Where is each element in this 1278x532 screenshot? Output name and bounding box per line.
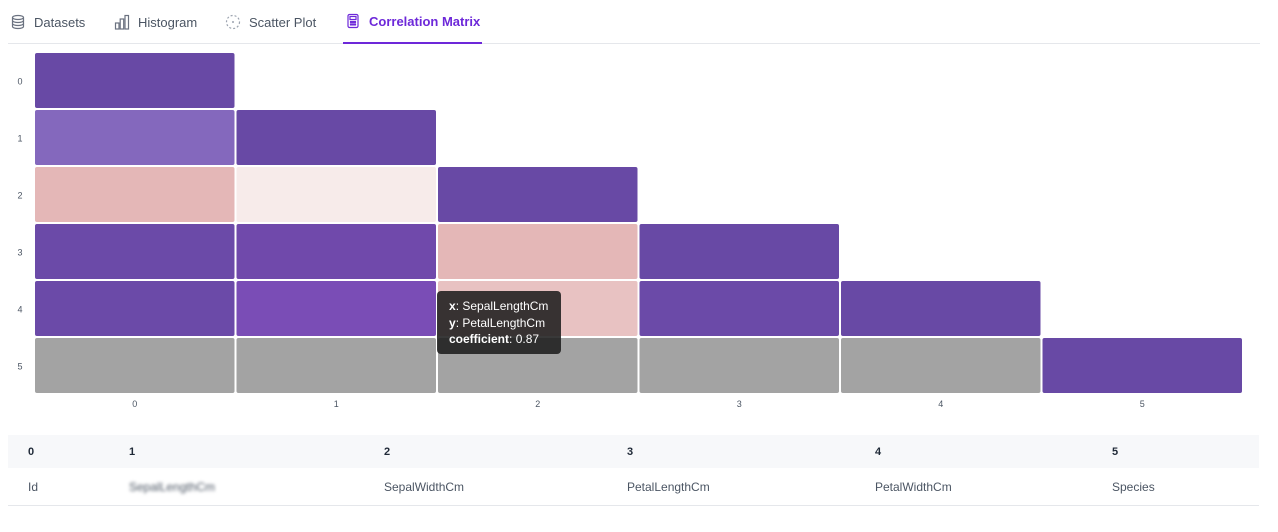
calculator-icon [345, 13, 361, 29]
heatmap-cell[interactable] [438, 167, 638, 222]
y-tick-label: 3 [17, 248, 22, 258]
y-tick-label: 1 [17, 134, 22, 144]
table-cell: Species [1112, 479, 1155, 494]
tab-scatter-plot[interactable]: Scatter Plot [225, 0, 316, 44]
column-table: 0 1 2 3 4 5 Id SepalLengthCm SepalWidthC… [8, 435, 1259, 506]
table-cell: PetalWidthCm [875, 479, 952, 494]
y-tick-label: 2 [17, 191, 22, 201]
x-tick-label: 5 [1140, 399, 1145, 409]
tooltip-x-line: x: SepalLengthCm [449, 299, 549, 313]
y-tick-label: 5 [17, 362, 22, 372]
heatmap-cell[interactable] [35, 110, 235, 165]
heatmap-cell[interactable] [236, 110, 437, 165]
tab-label: Correlation Matrix [369, 13, 481, 29]
tooltip-y-line: y: PetalLengthCm [449, 315, 546, 330]
heatmap-cell[interactable] [35, 167, 235, 222]
tab-label: Datasets [34, 14, 86, 30]
heatmap-cell[interactable] [841, 338, 1041, 393]
database-icon [10, 14, 26, 30]
table-header-cell: 0 [28, 445, 35, 458]
table-row: Id SepalLengthCm SepalWidthCm PetalLengt… [8, 468, 1259, 506]
table-cell: PetalLengthCm [627, 479, 710, 494]
heatmap-cell[interactable] [639, 338, 840, 393]
histogram-icon [114, 14, 130, 30]
table-header-cell: 5 [1112, 445, 1119, 458]
heatmap-cell[interactable] [236, 167, 437, 222]
heatmap-cell[interactable] [236, 338, 437, 393]
tab-label: Scatter Plot [249, 14, 317, 30]
x-tick-label: 3 [737, 399, 742, 409]
x-tick-label: 0 [132, 399, 137, 409]
scatter-plot-icon [225, 14, 241, 30]
heatmap-cell[interactable] [639, 224, 840, 279]
tab-correlation-matrix[interactable]: Correlation Matrix [343, 0, 483, 44]
y-tick-label: 0 [17, 77, 22, 87]
x-tick-label: 4 [938, 399, 943, 409]
correlation-heatmap: 0 1 2 3 4 5 0 1 2 3 4 5 x: SepalLengthCm y: PetalLe… [0, 44, 1278, 424]
tab-histogram[interactable]: Histogram [114, 0, 197, 44]
heatmap-cell[interactable] [35, 281, 235, 336]
heatmap-svg: 0 1 2 3 4 5 0 1 2 3 4 5 [17, 53, 1243, 409]
x-tick-label: 2 [535, 399, 540, 409]
heatmap-cell[interactable] [639, 281, 840, 336]
table-header-cell: 3 [627, 445, 634, 458]
table-cell-blurred: SepalLengthCm [129, 479, 216, 494]
heatmap-cell[interactable] [236, 281, 437, 336]
heatmap-cell[interactable] [1042, 338, 1243, 393]
table-header-cell: 4 [875, 445, 882, 458]
table-header-cell: 2 [384, 445, 391, 458]
tab-datasets[interactable]: Datasets [10, 0, 85, 44]
table-header-cell: 1 [129, 445, 136, 458]
tab-bar: Datasets Histogram Scatter Plot [8, 0, 1260, 44]
heatmap-cell[interactable] [35, 53, 235, 108]
y-tick-label: 4 [17, 305, 22, 315]
heatmap-cell[interactable] [35, 224, 235, 279]
tab-label: Histogram [138, 14, 198, 30]
tooltip-coefficient-line: coefficient: 0.87 [449, 332, 540, 346]
heatmap-cell[interactable] [438, 224, 638, 279]
heatmap-tooltip: x: SepalLengthCm y: PetalLengthCm coeffi… [437, 291, 561, 354]
table-header-row: 0 1 2 3 4 5 [8, 435, 1259, 468]
heatmap-cell[interactable] [236, 224, 437, 279]
table-cell: SepalWidthCm [384, 479, 465, 494]
heatmap-cell[interactable] [35, 338, 235, 393]
x-tick-label: 1 [334, 399, 339, 409]
table-cell: Id [28, 479, 39, 494]
heatmap-cell[interactable] [841, 281, 1041, 336]
